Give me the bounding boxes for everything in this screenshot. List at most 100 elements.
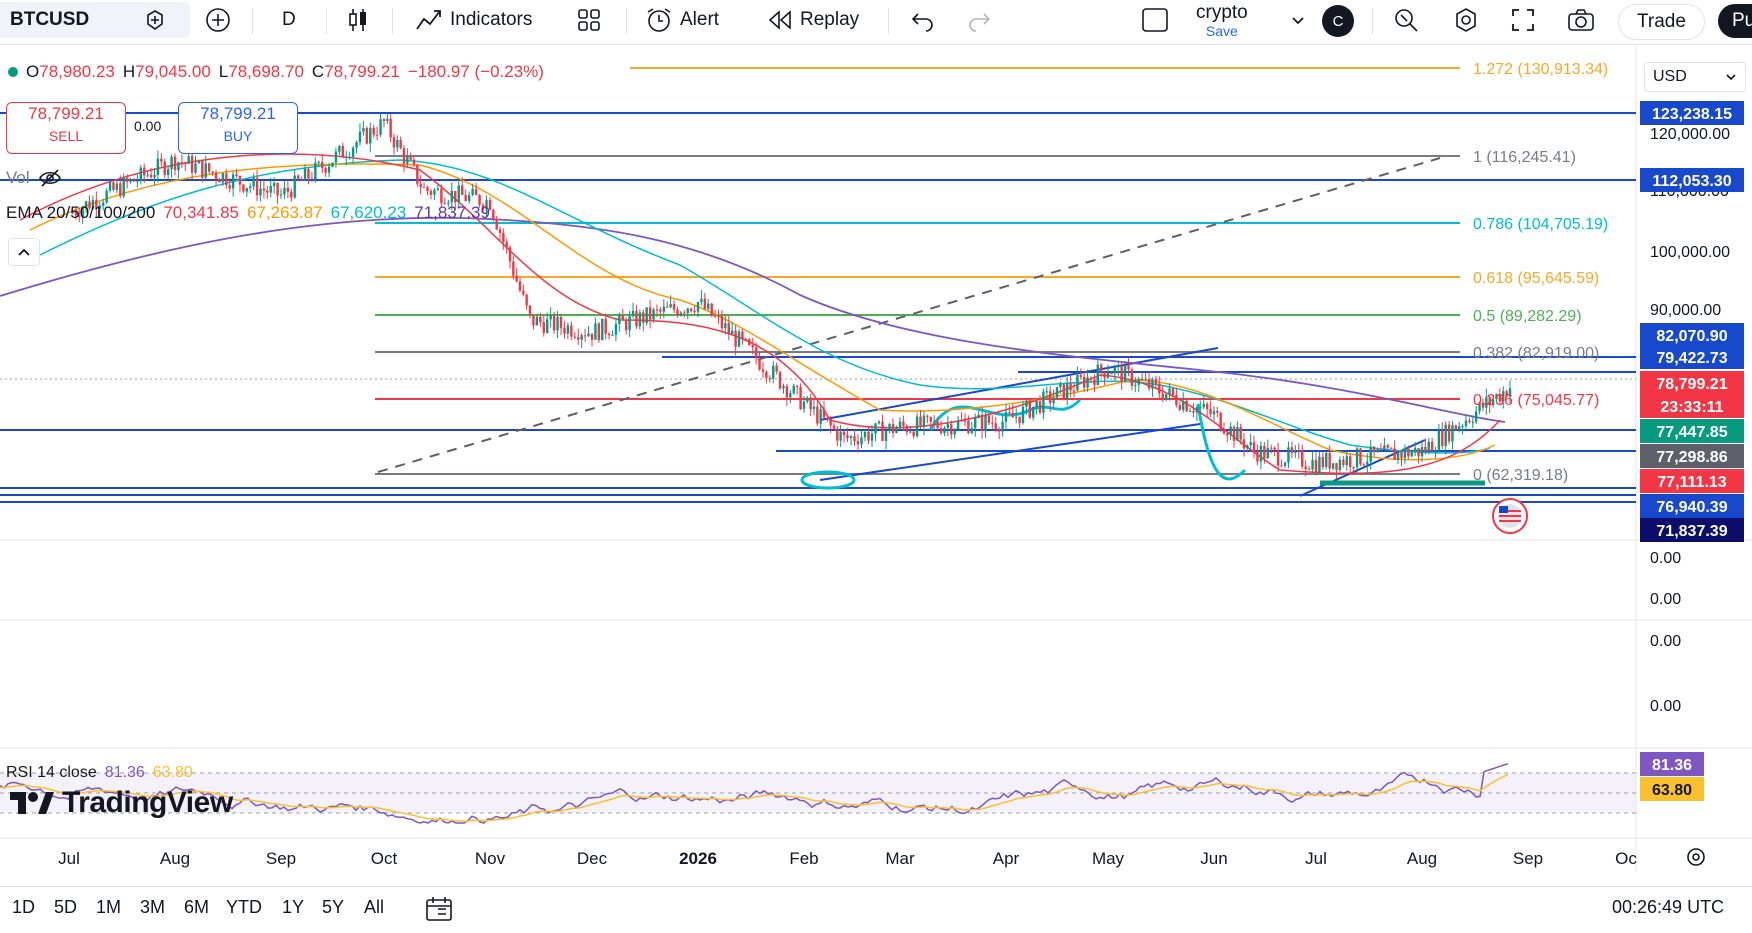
price-chart[interactable]: 1.272 (130,913.34) 1 (116,245.41) 0.786 …: [0, 44, 1752, 872]
candle: [225, 169, 228, 189]
candle: [1004, 404, 1008, 430]
add-button[interactable]: [204, 6, 232, 34]
candle: [478, 194, 481, 208]
layout-dropdown[interactable]: [1290, 6, 1306, 34]
candle: [355, 140, 358, 154]
replay-label: Replay: [800, 9, 860, 30]
candle: [881, 414, 884, 442]
publish-button[interactable]: Pu: [1718, 4, 1752, 38]
candle: [1366, 453, 1369, 474]
volume-legend[interactable]: Vol: [6, 168, 62, 188]
layout-button[interactable]: [1140, 6, 1170, 34]
interval-button[interactable]: D: [282, 6, 296, 34]
snapshot-button[interactable]: [1566, 6, 1596, 34]
candle: [870, 425, 874, 448]
range-button-1m[interactable]: 1M: [96, 897, 122, 917]
candle: [231, 171, 235, 197]
us-flag-event-icon[interactable]: [1492, 498, 1528, 534]
time-axis-settings[interactable]: [1687, 848, 1705, 866]
alert-button[interactable]: Alert: [644, 6, 719, 34]
svg-text:76,940.39: 76,940.39: [1656, 499, 1727, 516]
candle: [1100, 363, 1103, 378]
range-button-1d[interactable]: 1D: [12, 897, 36, 917]
fullscreen-button[interactable]: [1510, 6, 1536, 34]
candle: [252, 173, 255, 191]
quick-search-button[interactable]: [1392, 6, 1420, 34]
ema-lines: [0, 153, 1506, 475]
buy-button[interactable]: 78,799.21 BUY: [178, 102, 298, 154]
candle: [262, 179, 266, 199]
rsi-legend[interactable]: RSI 14 close 81.36 63.80: [6, 764, 193, 782]
close-value: 78,799.21: [324, 62, 400, 81]
alarm-clock-icon: [647, 8, 671, 32]
price-tick: 100,000.00: [1650, 244, 1730, 261]
candle: [522, 284, 525, 297]
candle: [802, 395, 806, 413]
indicators-button[interactable]: Indicators: [414, 6, 532, 34]
candle: [160, 153, 163, 167]
account-avatar[interactable]: C: [1322, 5, 1354, 37]
collapse-legend-button[interactable]: [8, 238, 40, 266]
ema-legend[interactable]: EMA 20/50/100/200 70,341.85 67,263.87 67…: [6, 203, 490, 223]
range-button-ytd[interactable]: YTD: [226, 897, 262, 917]
range-button-6m[interactable]: 6M: [184, 897, 210, 917]
candle: [409, 152, 412, 161]
compare-symbol-button[interactable]: [142, 6, 168, 34]
candle: [856, 434, 860, 453]
candle: [1345, 451, 1348, 471]
eye-off-icon[interactable]: [38, 168, 62, 188]
range-button-all[interactable]: All: [364, 897, 385, 917]
candle: [836, 425, 839, 447]
layout-name[interactable]: crypto Save: [1196, 2, 1248, 42]
candle: [730, 321, 734, 334]
settings-button[interactable]: [1452, 6, 1480, 34]
candle: [1488, 395, 1491, 414]
trade-button[interactable]: Trade: [1618, 4, 1705, 40]
undo-button[interactable]: [910, 6, 936, 34]
candle: [115, 180, 119, 194]
candle: [399, 136, 402, 150]
candle: [201, 160, 204, 183]
sell-button[interactable]: 78,799.21 SELL: [6, 102, 126, 154]
candle: [1359, 447, 1362, 467]
candle: [888, 423, 891, 434]
volume-label: Vol: [6, 168, 30, 187]
candle: [1055, 386, 1059, 399]
ema200-value: 71,837.39: [414, 203, 490, 222]
currency-select[interactable]: USD: [1644, 62, 1746, 92]
candle: [1447, 420, 1451, 445]
tradingview-logo[interactable]: TradingView: [8, 786, 233, 820]
range-button-5d[interactable]: 5D: [54, 897, 78, 917]
candle: [1407, 445, 1410, 460]
candle: [580, 333, 583, 349]
candle: [177, 161, 180, 179]
templates-button[interactable]: [576, 6, 602, 34]
clock[interactable]: 00:26:49 UTC: [1612, 897, 1725, 917]
candle: [112, 179, 115, 192]
chart-area[interactable]: 1.272 (130,913.34) 1 (116,245.41) 0.786 …: [0, 44, 1752, 872]
candle: [402, 144, 406, 172]
range-button-1y[interactable]: 1Y: [282, 897, 305, 917]
redo-button[interactable]: [966, 6, 992, 34]
candle: [426, 185, 429, 196]
candle: [652, 307, 655, 323]
candle: [1117, 360, 1120, 376]
candle: [386, 113, 389, 124]
range-button-3m[interactable]: 3M: [140, 897, 166, 917]
candle: [508, 245, 512, 269]
candle: [204, 155, 207, 180]
candle: [672, 300, 676, 314]
replay-button[interactable]: Replay: [766, 6, 859, 34]
candle: [984, 412, 987, 438]
goto-date-button[interactable]: [424, 895, 454, 928]
candle: [1001, 414, 1004, 437]
candle: [1182, 392, 1185, 413]
magic-search-icon: [1395, 9, 1418, 32]
candle: [1093, 374, 1096, 393]
candle: [1178, 401, 1182, 412]
grid-icon: [578, 9, 600, 31]
chart-type-button[interactable]: [346, 6, 370, 34]
candle: [912, 429, 915, 439]
candle: [1311, 452, 1314, 474]
range-button-5y[interactable]: 5Y: [322, 897, 345, 917]
